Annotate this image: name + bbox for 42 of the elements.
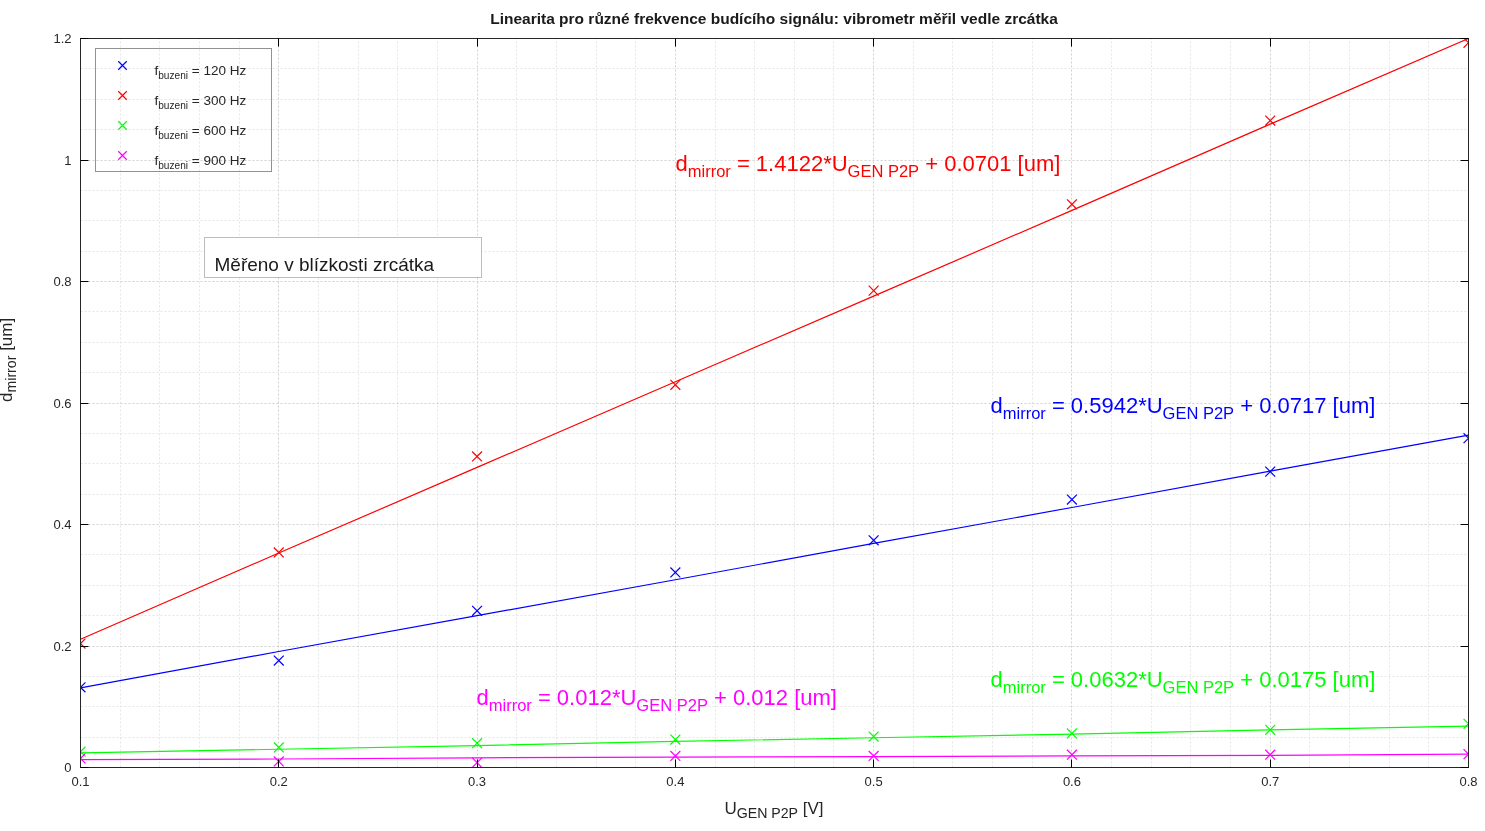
x-axis-title: U$_{GEN P2P}$ [V] <box>723 798 825 824</box>
point <box>1264 724 1276 736</box>
y-tick-label: 0.8 <box>53 274 72 289</box>
x-tick-label: 0.6 <box>1062 773 1081 789</box>
y-tick-label: 0.4 <box>53 517 72 532</box>
chart-title: Linearita pro různé frekvence budícího signálu: vibrometr měřil vedle zrcátka <box>489 9 1059 29</box>
point <box>1264 114 1276 127</box>
y-tick-label: 1 <box>64 152 72 168</box>
point <box>868 730 880 743</box>
point <box>669 750 681 762</box>
point <box>1066 727 1078 740</box>
point <box>669 734 681 746</box>
x-tick-label: 0.5 <box>864 773 883 789</box>
point <box>1264 466 1276 478</box>
point <box>273 741 285 753</box>
point <box>669 566 681 579</box>
x-tick-label: 0.3 <box>468 773 487 789</box>
point <box>1066 494 1078 506</box>
point <box>868 750 880 762</box>
x-tick-label: 0.1 <box>71 773 90 789</box>
point <box>471 605 483 617</box>
point <box>273 755 285 767</box>
point <box>868 534 880 546</box>
x-tick-label: 0.8 <box>1459 773 1478 789</box>
point <box>471 737 483 749</box>
point <box>471 450 483 463</box>
point <box>1066 749 1078 761</box>
y-tick-label: 0.6 <box>53 395 72 411</box>
x-tick-label: 0.2 <box>269 773 288 789</box>
annotation: Měřeno v blízkosti zrcátka <box>214 254 435 275</box>
x-tick-label: 0.7 <box>1261 773 1280 789</box>
point <box>273 655 285 667</box>
y-tick-label: 0 <box>64 760 72 775</box>
point <box>1264 749 1276 761</box>
point <box>868 285 880 297</box>
x-tick-label: 0.4 <box>666 773 685 789</box>
y-tick-label: 0.2 <box>53 638 72 654</box>
point <box>471 757 483 768</box>
point <box>1066 198 1078 210</box>
point <box>669 379 681 391</box>
point <box>273 546 285 558</box>
y-tick-label: 1.2 <box>53 31 72 46</box>
